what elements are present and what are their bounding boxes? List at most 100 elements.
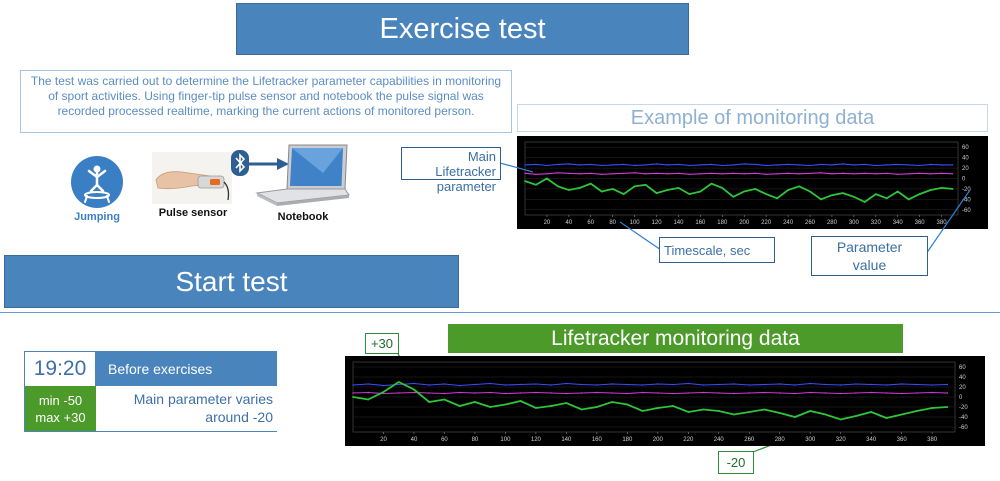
example-point [820,198,822,201]
monitor-point [398,392,400,394]
example-x-tick-label: 140 [673,220,684,226]
example-point [831,173,833,175]
example-point [776,197,779,200]
pulse-sensor-image [152,152,232,204]
example-point [907,164,910,166]
example-point [918,172,921,174]
example-point [535,163,537,166]
monitor-x-tick-label: 80 [472,437,479,443]
example-point [655,163,658,165]
monitor-point [611,383,613,385]
example-series-line-2 [524,177,953,204]
example-y-tick-label: -60 [962,208,971,214]
example-y-tick-label: 0 [962,177,966,183]
intro-text: The test was carried out to determine th… [20,70,512,133]
example-point [842,163,844,165]
example-point [557,172,559,174]
example-point [754,172,756,174]
monitor-point [733,383,735,385]
monitor-point [641,384,644,386]
monitor-series-line-2 [352,380,948,421]
monitor-point [931,391,933,394]
monitor-point [794,392,796,395]
monitor-point [839,392,842,395]
start-test-banner: Start test [4,255,459,308]
example-point [787,189,789,191]
monitor-point [413,382,415,385]
example-point [568,163,570,165]
example-point [743,173,745,175]
example-point [754,163,756,166]
example-point [929,173,932,175]
example-point [940,186,943,189]
monitor-point [824,392,827,394]
monitor-x-tick-label: 120 [531,437,542,443]
example-point [743,190,746,193]
monitor-point [702,384,705,386]
example-point [875,164,877,167]
monitor-point [885,384,888,386]
example-point [940,172,943,174]
example-x-tick-label: 380 [937,220,948,226]
monitor-point [763,383,766,386]
monitor-point [428,392,430,394]
monitor-point [641,391,644,394]
monitor-point [458,391,461,394]
monitor-point [489,391,491,394]
monitor-point [839,418,842,421]
monitor-point [626,383,629,386]
monitor-point [824,383,827,386]
monitor-y-tick-label: 40 [959,375,966,381]
example-point [940,164,943,166]
monitor-point [352,396,354,398]
annotation-average: -20 [718,451,754,474]
pulse-sensor-label: Pulse sensor [158,207,228,219]
example-point [798,173,800,175]
example-point [633,185,636,188]
monitor-point [778,412,781,414]
monitor-x-tick-label: 100 [500,437,511,443]
example-point [787,172,789,174]
callout-main-parameter: Main Lifetracker parameter [401,147,501,194]
annotation-max: +30 [365,333,399,354]
monitor-point [535,383,537,385]
monitor-point [382,384,385,387]
example-point [556,185,559,188]
monitor-y-tick-label: -60 [959,425,968,431]
monitor-x-tick-label: 240 [714,437,725,443]
example-x-tick-label: 120 [652,220,663,226]
example-point [578,186,581,189]
example-x-tick-label: 320 [871,220,882,226]
example-y-tick-label: -20 [962,187,971,193]
monitor-point [397,381,400,383]
example-point [590,172,592,174]
notebook-image [253,143,353,211]
monitor-x-tick-label: 40 [411,437,418,443]
monitor-point [809,391,811,394]
status-panel: 19:20 Before exercises min -50 max +30 M… [24,351,277,432]
monitor-point [458,405,461,407]
time-display: 19:20 [25,352,96,386]
phase-label: Before exercises [96,352,277,386]
example-point [710,172,713,174]
monitor-point [428,401,431,403]
monitor-point [748,411,751,413]
monitor-y-tick-label: 0 [959,395,963,401]
monitor-series-line-0 [352,382,948,387]
monitor-point [702,391,705,394]
monitoring-title: Lifetracker monitoring data [448,324,903,353]
monitor-point [779,392,781,394]
monitor-point [367,398,370,401]
example-y-tick-label: 40 [962,156,969,162]
range-box: min -50 max +30 [25,386,96,431]
monitor-point [946,383,949,386]
example-point [885,197,888,200]
monitor-point [855,392,857,394]
monitor-point [672,405,674,407]
section-divider [0,312,1000,313]
example-point [798,185,800,188]
monitor-x-tick-label: 320 [836,437,847,443]
example-point [688,193,691,196]
example-x-tick-label: 220 [761,220,772,226]
example-point [677,172,680,174]
